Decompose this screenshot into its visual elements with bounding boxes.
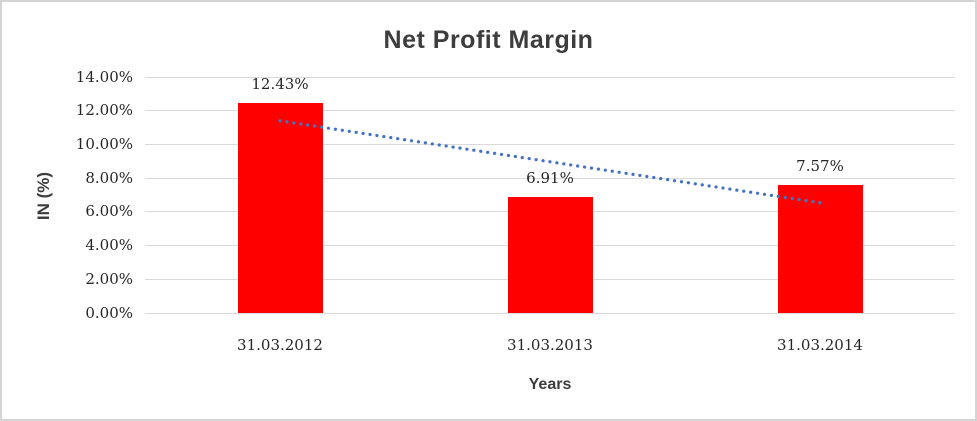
x-tick-label: 31.03.2013 [507,336,593,354]
x-tick-label: 31.03.2014 [777,336,863,354]
y-tick-label: 14.00% [75,67,133,86]
gridline [145,76,955,78]
y-tick-label: 10.00% [75,134,133,153]
bar [777,185,863,313]
chart-title: Net Profit Margin [383,26,594,54]
bar [507,196,593,313]
x-tick-label: 31.03.2012 [237,336,323,354]
gridline [145,312,955,314]
y-tick-label: 4.00% [85,236,133,255]
data-label: 6.91% [526,168,574,187]
bar [237,103,323,313]
gridline [145,110,955,112]
data-label: 12.43% [251,75,309,94]
y-tick-label: 2.00% [85,269,133,288]
y-tick-label: 0.00% [85,303,133,322]
y-tick-label: 6.00% [85,202,133,221]
x-axis-title: Years [528,376,572,393]
y-tick-label: 8.00% [85,168,133,187]
data-label: 7.57% [796,157,844,176]
y-tick-label: 12.00% [75,101,133,120]
